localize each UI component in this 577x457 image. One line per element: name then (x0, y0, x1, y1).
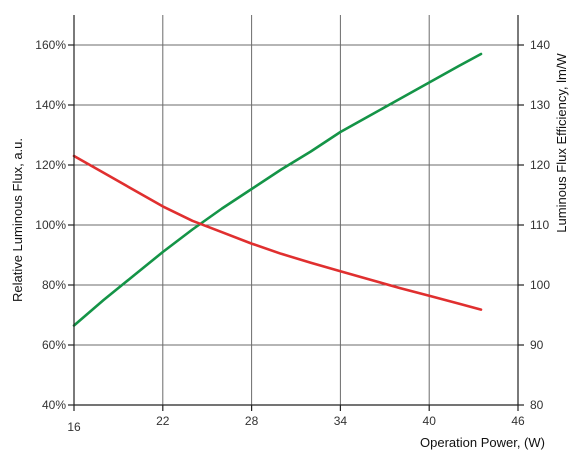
y-right-tick-label: 100 (530, 278, 550, 292)
relative-flux-line (72, 52, 483, 327)
x-tick-label: 46 (511, 414, 525, 428)
y-left-tick-label: 160% (35, 38, 66, 52)
efficiency-line (72, 154, 483, 311)
tick-labels: 16 22 28 34 40 46 40% 60% 80% 100% 120% 140% 160% 80 9… (35, 38, 550, 434)
x-axis-title: Operation Power, (W) (420, 435, 545, 450)
axes (68, 15, 524, 411)
y-right-tick-label: 120 (530, 158, 550, 172)
y-left-tick-label: 80% (42, 278, 66, 292)
y-right-tick-label: 130 (530, 98, 550, 112)
x-tick-label: 40 (423, 414, 437, 428)
y-right-tick-label: 140 (530, 38, 550, 52)
x-tick-label: 28 (245, 414, 259, 428)
grid (74, 15, 519, 405)
x-tick-label: 22 (156, 414, 170, 428)
y-right-tick-label: 90 (530, 338, 544, 352)
y-left-axis-title: Relative Luminous Flux, a.u. (10, 138, 25, 302)
y-right-tick-label: 110 (530, 218, 549, 232)
y-left-tick-label: 100% (35, 218, 66, 232)
y-left-tick-label: 140% (35, 98, 66, 112)
x-tick-label: 34 (334, 414, 348, 428)
y-left-tick-label: 40% (42, 398, 66, 412)
y-left-tick-label: 120% (35, 158, 66, 172)
y-left-tick-label: 60% (42, 338, 66, 352)
series-lines (72, 52, 483, 327)
y-right-tick-label: 80 (530, 398, 544, 412)
x-tick-label: 16 (67, 420, 81, 434)
y-right-axis-title: Luminous Flux Efficiency, lm/W (554, 53, 569, 233)
